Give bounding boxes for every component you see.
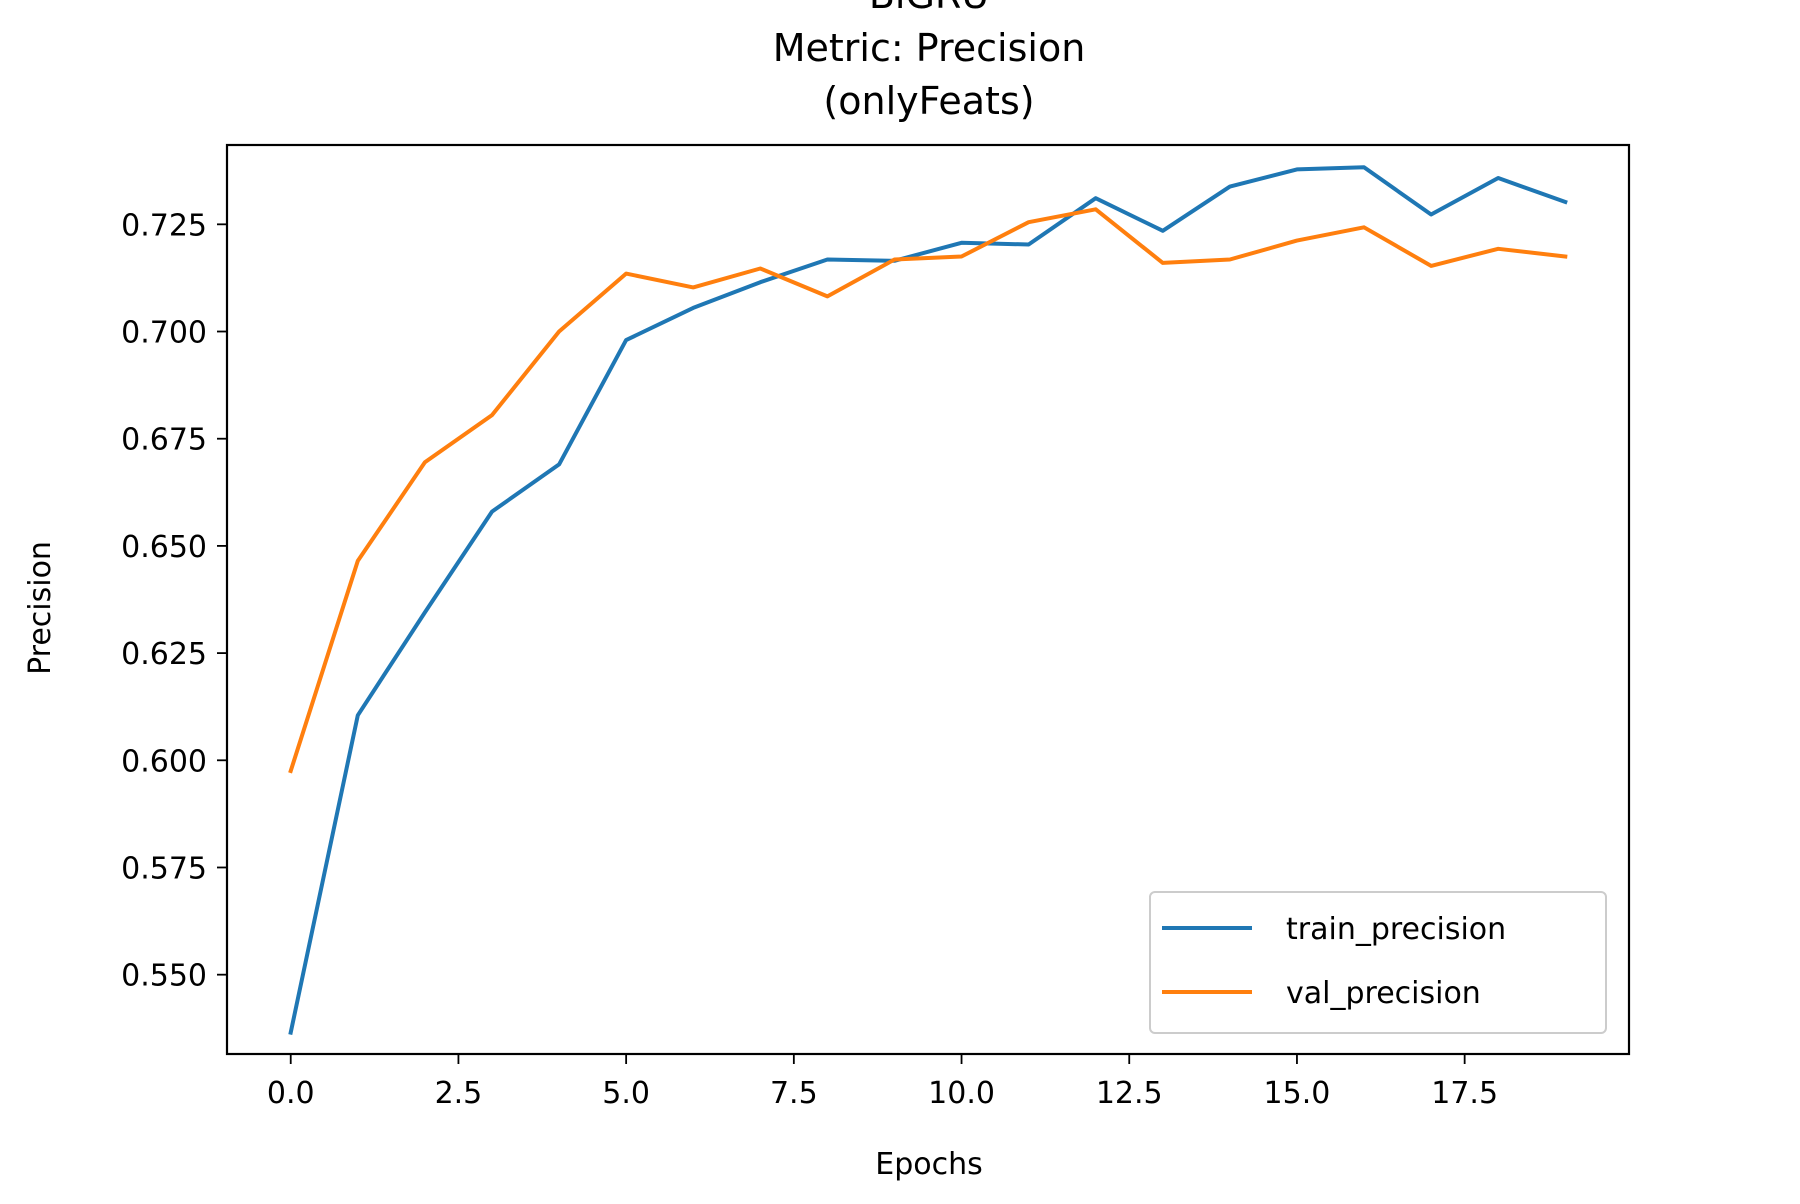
x-tick-label: 5.0 xyxy=(602,1076,650,1111)
x-tick-label: 15.0 xyxy=(1264,1076,1331,1111)
legend-box xyxy=(1149,891,1607,1034)
legend-label-train_precision: train_precision xyxy=(1286,912,1506,947)
x-tick-label: 10.0 xyxy=(928,1076,995,1111)
plot-area xyxy=(225,143,1631,1056)
y-axis-label: Precision xyxy=(23,541,58,675)
x-axis: 0.0 2.5 5.0 7.5 10.0 12.5 15.0 17.5 xyxy=(267,1054,1498,1111)
x-tick-label: 2.5 xyxy=(435,1076,483,1111)
y-tick-label: 0.675 xyxy=(121,423,207,458)
series-line-train_precision xyxy=(288,165,1568,1035)
y-tick-label: 0.625 xyxy=(121,637,207,672)
series-line-val_precision xyxy=(288,207,1568,774)
x-axis-label: Epochs xyxy=(875,1147,983,1182)
chart-title-line-2: Metric: Precision xyxy=(773,26,1086,70)
plot-frame xyxy=(225,143,1631,1056)
y-tick-label: 0.550 xyxy=(121,959,207,994)
legend-label-val_precision: val_precision xyxy=(1286,976,1481,1011)
y-axis: 0.550 0.575 0.600 0.625 0.650 0.675 0.700 0.725 xyxy=(121,208,227,994)
y-tick-label: 0.725 xyxy=(121,208,207,243)
y-tick-label: 0.600 xyxy=(121,744,207,779)
x-tick-label: 0.0 xyxy=(267,1076,315,1111)
y-tick-label: 0.650 xyxy=(121,530,207,565)
y-tick-label: 0.575 xyxy=(121,851,207,886)
x-tick-label: 17.5 xyxy=(1431,1076,1498,1111)
x-tick-label: 12.5 xyxy=(1096,1076,1163,1111)
legend: train_precision val_precision xyxy=(1149,891,1607,1034)
chart-title-line-3: (onlyFeats) xyxy=(823,79,1034,123)
x-tick-label: 7.5 xyxy=(770,1076,818,1111)
y-tick-label: 0.700 xyxy=(121,316,207,351)
chart-title-line-1: BiGRU xyxy=(869,0,989,17)
